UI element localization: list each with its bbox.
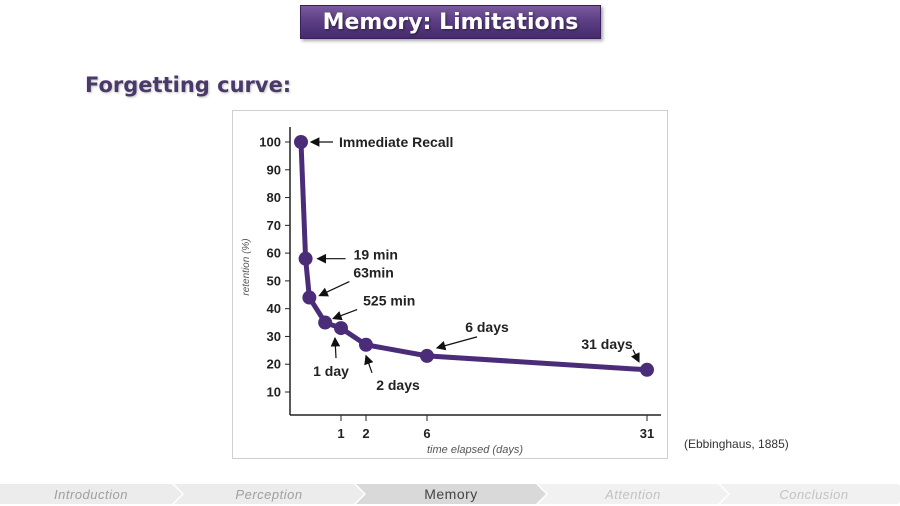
data-point-immediate-recall xyxy=(294,135,308,149)
annotation-label: 6 days xyxy=(465,319,509,335)
section-navigation: Introduction Perception Memory Attention Con… xyxy=(0,484,900,504)
annotation-label: 63min xyxy=(353,265,393,281)
y-tick-label: 90 xyxy=(267,162,281,177)
annotation-arrow xyxy=(332,308,358,321)
chart-svg: 10 20 30 40 50 60 70 80 90 100 1 2 6 31 retention (%) t… xyxy=(241,127,661,456)
data-point-31-days xyxy=(640,362,654,377)
annotation-arrow xyxy=(435,336,478,351)
y-tick-label: 60 xyxy=(267,246,281,261)
nav-item-perception[interactable]: Perception xyxy=(174,484,364,504)
nav-item-conclusion[interactable]: Conclusion xyxy=(720,484,900,504)
nav-item-memory[interactable]: Memory xyxy=(356,484,546,504)
nav-item-introduction[interactable]: Introduction xyxy=(0,484,182,504)
y-tick-label: 30 xyxy=(267,329,281,344)
annotation-arrow xyxy=(330,336,341,359)
annotation-label: Immediate Recall xyxy=(339,134,453,150)
y-tick-label: 20 xyxy=(267,357,281,372)
x-tick-label: 31 xyxy=(640,426,654,441)
y-tick-label: 100 xyxy=(259,135,281,150)
annotation-arrow xyxy=(364,354,374,373)
annotation-label: 2 days xyxy=(376,377,420,393)
annotation-arrow xyxy=(318,281,350,297)
data-point-1-day xyxy=(334,321,348,336)
y-tick-label: 50 xyxy=(267,273,281,288)
annotation-label: 525 min xyxy=(363,293,415,309)
annotation-arrow xyxy=(630,349,640,363)
y-tick-label: 70 xyxy=(267,218,281,233)
y-axis-title: retention (%) xyxy=(241,238,252,295)
x-axis-title: time elapsed (days) xyxy=(427,444,523,456)
data-point-2-days xyxy=(359,337,373,352)
data-point-6-days xyxy=(420,348,434,363)
annotation-label: 1 day xyxy=(313,363,349,379)
x-tick-label: 1 xyxy=(337,426,344,441)
y-tick-label: 40 xyxy=(267,301,281,316)
slide-subtitle: Forgetting curve: xyxy=(85,73,292,97)
forgetting-curve-chart: 10 20 30 40 50 60 70 80 90 100 1 2 6 31 retention (%) t… xyxy=(232,110,668,459)
data-point-525-min xyxy=(318,315,333,330)
data-point-63min xyxy=(302,290,317,305)
x-tick-label: 2 xyxy=(362,426,369,441)
citation: (Ebbinghaus, 1885) xyxy=(684,437,789,451)
slide-title: Memory: Limitations xyxy=(300,5,601,39)
x-tick-label: 6 xyxy=(423,426,430,441)
y-tick-label: 10 xyxy=(267,385,281,400)
annotation-label: 31 days xyxy=(581,336,633,352)
data-point-19-min xyxy=(298,251,313,266)
y-tick-label: 80 xyxy=(267,190,281,205)
annotation-label: 19 min xyxy=(354,247,398,263)
nav-item-attention[interactable]: Attention xyxy=(538,484,728,504)
